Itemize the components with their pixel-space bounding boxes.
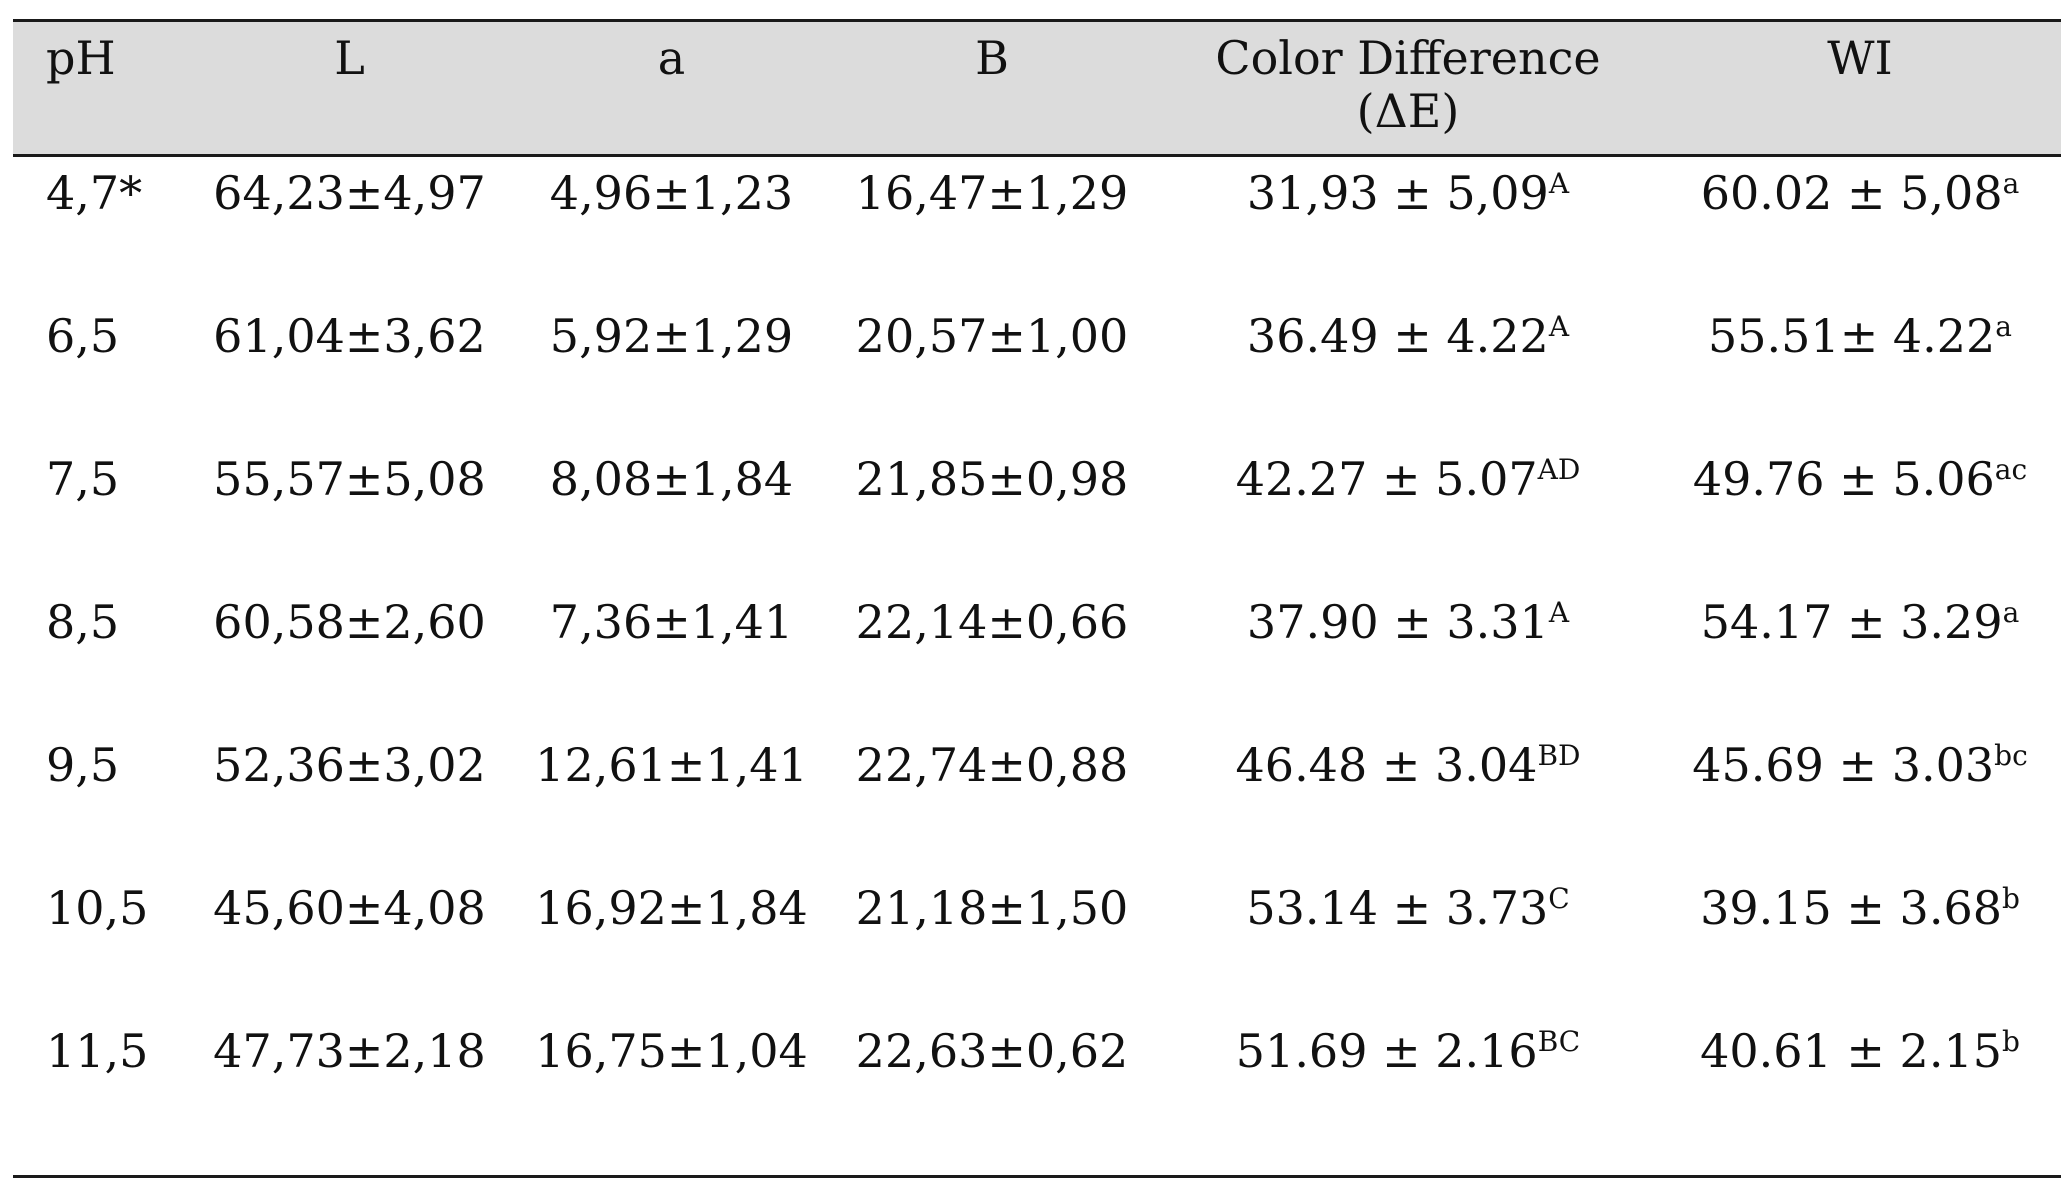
cell-a: 4,96±1,23	[549, 166, 794, 220]
cell-ph: 8,5	[46, 595, 120, 649]
cell-b: 20,57±1,00	[855, 309, 1129, 363]
cell-value: 36.49 ± 4.22	[1246, 309, 1549, 363]
cell-value: 45.69 ± 3.03	[1692, 738, 1995, 792]
table-row: 6,5 61,04±3,62 5,92±1,29 20,57±1,00 36.4…	[13, 300, 2061, 443]
cell-value: 53.14 ± 3.73	[1246, 881, 1549, 935]
cell-wi: 55.51± 4.22a	[1659, 300, 2061, 443]
cell-b: 22,74±0,88	[855, 738, 1129, 792]
significance-letter: a	[2002, 596, 2020, 629]
cell-value: 39.15 ± 3.68	[1700, 881, 2002, 935]
cell-color-difference: 53.14 ± 3.73C	[1157, 872, 1659, 1015]
cell-wi: 60.02 ± 5,08a	[1659, 156, 2061, 301]
cell-wi: 45.69 ± 3.03bc	[1659, 729, 2061, 872]
significance-letter: A	[1548, 310, 1570, 343]
cell-color-difference: 37.90 ± 3.31A	[1157, 586, 1659, 729]
significance-letter: bc	[1994, 739, 2028, 772]
cell-value: 40.61 ± 2.15	[1700, 1024, 2002, 1078]
data-table-container: pH L a B Color Difference (ΔE) WI 4,7* 6…	[13, 19, 2061, 1178]
cell-a: 5,92±1,29	[549, 309, 794, 363]
header-color-difference: Color Difference (ΔE)	[1157, 19, 1659, 157]
cell-value: 37.90 ± 3.31	[1246, 595, 1549, 649]
table-row: 11,5 47,73±2,18 16,75±1,04 22,63±0,62 51…	[13, 1015, 2061, 1178]
cell-ph: 11,5	[13, 1015, 183, 1178]
table-row: 9,5 52,36±3,02 12,61±1,41 22,74±0,88 46.…	[13, 729, 2061, 872]
significance-letter: a	[2002, 167, 2020, 200]
cell-l: 55,57±5,08	[213, 452, 486, 506]
significance-letter: a	[1995, 310, 2012, 343]
cell-ph: 7,5	[46, 452, 120, 506]
table-row: 10,5 45,60±4,08 16,92±1,84 21,18±1,50 53…	[13, 872, 2061, 1015]
header-l: L	[183, 19, 516, 157]
cell-b: 22,14±0,66	[855, 595, 1129, 649]
cell-l: 52,36±3,02	[213, 738, 486, 792]
significance-letter: BC	[1537, 1025, 1581, 1058]
table-row: 7,5 55,57±5,08 8,08±1,84 21,85±0,98 42.2…	[13, 443, 2061, 586]
significance-letter: b	[2001, 1025, 2020, 1058]
cell-a: 12,61±1,41	[535, 738, 808, 792]
cell-ph: 10,5	[46, 881, 149, 935]
cell-wi: 39.15 ± 3.68b	[1659, 872, 2061, 1015]
significance-letter: C	[1548, 882, 1570, 915]
header-a: a	[516, 19, 827, 157]
cell-value: 49.76 ± 5.06	[1692, 452, 1995, 506]
cell-a: 16,75±1,04	[516, 1015, 827, 1178]
cell-l: 47,73±2,18	[183, 1015, 516, 1178]
cell-wi: 49.76 ± 5.06ac	[1659, 443, 2061, 586]
cell-color-difference: 36.49 ± 4.22A	[1157, 300, 1659, 443]
cell-a: 7,36±1,41	[549, 595, 794, 649]
cell-a: 8,08±1,84	[549, 452, 794, 506]
cell-a: 16,92±1,84	[535, 881, 808, 935]
cell-ph: 6,5	[46, 309, 120, 363]
cell-value: 55.51± 4.22	[1708, 309, 1996, 363]
cell-wi: 54.17 ± 3.29a	[1659, 586, 2061, 729]
cell-l: 45,60±4,08	[213, 881, 486, 935]
cell-color-difference: 51.69 ± 2.16BC	[1157, 1015, 1659, 1178]
cell-wi: 40.61 ± 2.15b	[1659, 1015, 2061, 1178]
cell-value: 60.02 ± 5,08	[1700, 166, 2003, 220]
table-header: pH L a B Color Difference (ΔE) WI	[13, 19, 2061, 157]
cell-b: 22,63±0,62	[827, 1015, 1157, 1178]
cell-b: 16,47±1,29	[855, 166, 1129, 220]
significance-letter: A	[1548, 167, 1570, 200]
significance-letter: BD	[1537, 739, 1581, 772]
header-wi: WI	[1659, 19, 2061, 157]
table-row: 4,7* 64,23±4,97 4,96±1,23 16,47±1,29 31,…	[13, 156, 2061, 301]
cell-color-difference: 42.27 ± 5.07AD	[1157, 443, 1659, 586]
cell-value: 42.27 ± 5.07	[1235, 452, 1538, 506]
significance-letter: b	[2001, 882, 2020, 915]
header-b: B	[827, 19, 1157, 157]
header-ph: pH	[13, 19, 183, 157]
cell-color-difference: 31,93 ± 5,09A	[1157, 156, 1659, 301]
color-measurement-table: pH L a B Color Difference (ΔE) WI 4,7* 6…	[13, 19, 2061, 1178]
significance-letter: AD	[1537, 453, 1581, 486]
table-body: 4,7* 64,23±4,97 4,96±1,23 16,47±1,29 31,…	[13, 156, 2061, 1178]
header-row: pH L a B Color Difference (ΔE) WI	[13, 19, 2061, 157]
significance-letter: ac	[1994, 453, 2028, 486]
cell-b: 21,85±0,98	[855, 452, 1129, 506]
cell-l: 60,58±2,60	[213, 595, 486, 649]
cell-ph: 4,7*	[46, 166, 143, 220]
cell-value: 46.48 ± 3.04	[1235, 738, 1538, 792]
cell-color-difference: 46.48 ± 3.04BD	[1157, 729, 1659, 872]
significance-letter: A	[1548, 596, 1570, 629]
cell-l: 64,23±4,97	[213, 166, 486, 220]
cell-b: 21,18±1,50	[855, 881, 1129, 935]
cell-l: 61,04±3,62	[213, 309, 486, 363]
cell-value: 54.17 ± 3.29	[1700, 595, 2003, 649]
table-row: 8,5 60,58±2,60 7,36±1,41 22,14±0,66 37.9…	[13, 586, 2061, 729]
cell-ph: 9,5	[46, 738, 120, 792]
cell-value: 31,93 ± 5,09	[1246, 166, 1549, 220]
cell-value: 51.69 ± 2.16	[1235, 1024, 1538, 1078]
